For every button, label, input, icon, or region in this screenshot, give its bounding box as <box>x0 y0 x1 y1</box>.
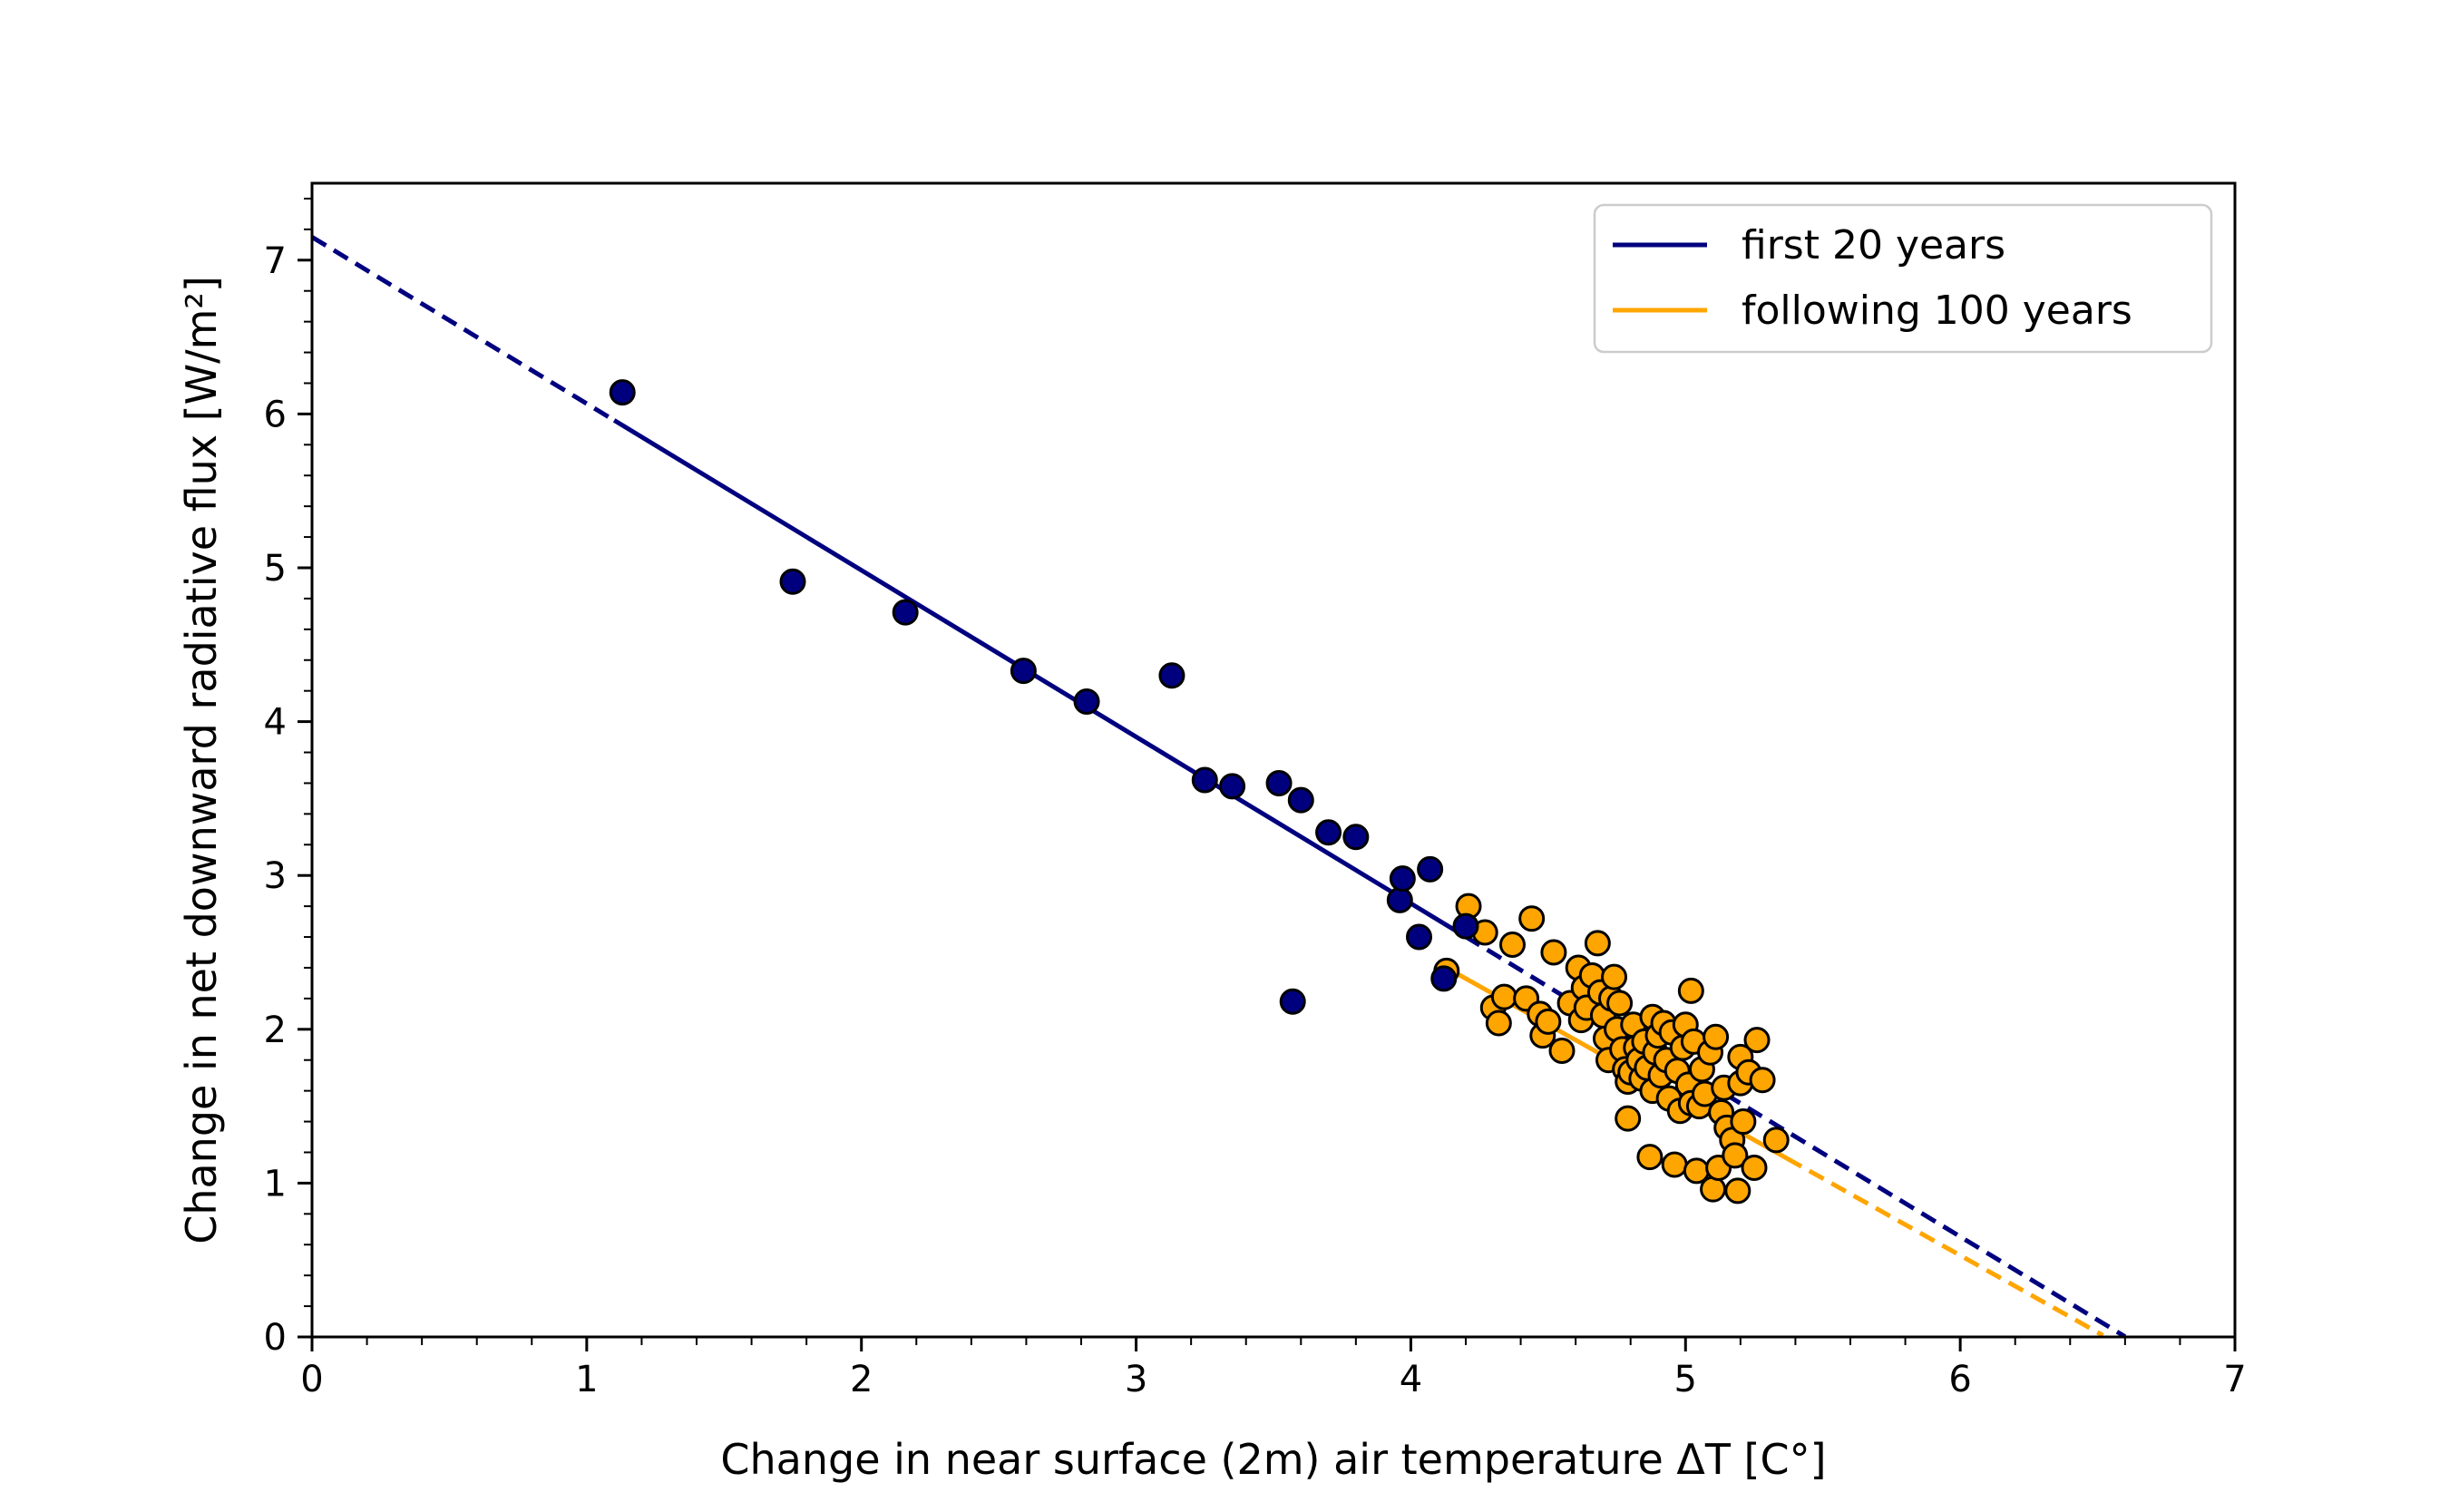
legend-label-following: following 100 years <box>1742 288 2132 334</box>
x-tick-label-0: 0 <box>300 1359 323 1400</box>
point-first-18 <box>1452 912 1479 940</box>
point-following-13 <box>1548 1038 1576 1065</box>
point-first-8 <box>1265 769 1293 796</box>
y-tick-label-4: 4 <box>264 702 287 744</box>
point-following-50 <box>1661 1151 1688 1178</box>
fit-lines <box>310 235 2127 1339</box>
point-first-6 <box>1191 766 1218 794</box>
x-tick-label-6: 6 <box>1948 1359 1971 1400</box>
point-first-17 <box>1430 965 1458 992</box>
y-tick-label-7: 7 <box>264 240 287 282</box>
axis-ticks: 0 1 2 3 4 5 6 7 0 1 2 3 4 5 6 7 <box>264 197 2247 1400</box>
data-points <box>609 379 1790 1205</box>
point-first-9 <box>1287 786 1314 814</box>
point-first-3 <box>1010 658 1037 685</box>
y-tick-label-1: 1 <box>264 1163 287 1205</box>
fit-line-dashed-1-0 <box>1786 1156 2104 1338</box>
point-following-77 <box>1741 1154 1768 1181</box>
point-first-15 <box>1406 923 1433 951</box>
point-following-79 <box>1749 1067 1776 1094</box>
point-following-75 <box>1730 1108 1757 1136</box>
point-first-11 <box>1315 819 1342 846</box>
y-tick-label-0: 0 <box>264 1317 287 1359</box>
point-following-12 <box>1540 939 1567 966</box>
point-following-64 <box>1700 1175 1727 1203</box>
y-axis-label: Change in net downward radiative flux [W… <box>177 276 226 1244</box>
point-first-16 <box>1417 855 1444 883</box>
x-tick-label-4: 4 <box>1400 1359 1422 1400</box>
point-following-8 <box>1518 905 1546 932</box>
plot-frame <box>310 181 2237 1339</box>
point-first-1 <box>779 568 806 595</box>
point-first-2 <box>892 599 919 626</box>
point-following-26 <box>1601 963 1628 990</box>
point-following-5 <box>1490 983 1517 1010</box>
point-following-4 <box>1485 1010 1512 1037</box>
x-tick-label-5: 5 <box>1674 1359 1697 1400</box>
y-tick-label-3: 3 <box>264 855 287 897</box>
x-axis-label: Change in near surface (2m) air temperat… <box>720 1435 1826 1484</box>
x-tick-label-1: 1 <box>575 1359 598 1400</box>
point-following-32 <box>1615 1105 1642 1132</box>
point-first-7 <box>1219 773 1246 800</box>
legend: first 20 years following 100 years <box>1593 203 2213 354</box>
fit-line-dashed-0-1 <box>1442 921 2127 1339</box>
point-first-14 <box>1389 865 1416 893</box>
point-first-4 <box>1073 688 1100 716</box>
point-first-5 <box>1158 662 1185 689</box>
point-following-40 <box>1636 1144 1664 1171</box>
point-first-13 <box>1386 886 1413 913</box>
point-first-12 <box>1342 824 1370 851</box>
point-following-80 <box>1762 1127 1790 1154</box>
point-following-65 <box>1703 1023 1730 1050</box>
point-following-6 <box>1498 932 1526 959</box>
point-following-71 <box>1722 1142 1749 1169</box>
point-following-78 <box>1743 1027 1771 1054</box>
x-tick-label-3: 3 <box>1125 1359 1147 1400</box>
fit-line-dashed-0-0 <box>310 235 616 423</box>
x-tick-label-7: 7 <box>2223 1359 2246 1400</box>
y-tick-label-6: 6 <box>264 394 287 435</box>
point-following-28 <box>1606 990 1634 1017</box>
point-following-20 <box>1584 930 1611 957</box>
y-tick-label-5: 5 <box>264 548 287 590</box>
point-following-72 <box>1724 1177 1751 1205</box>
legend-box <box>1593 203 2213 354</box>
point-following-11 <box>1535 1008 1562 1035</box>
x-tick-label-2: 2 <box>850 1359 873 1400</box>
legend-label-first: first 20 years <box>1742 222 2005 268</box>
point-following-57 <box>1677 977 1704 1004</box>
point-first-0 <box>609 379 636 406</box>
y-tick-label-2: 2 <box>264 1010 287 1051</box>
point-first-10 <box>1279 988 1306 1015</box>
